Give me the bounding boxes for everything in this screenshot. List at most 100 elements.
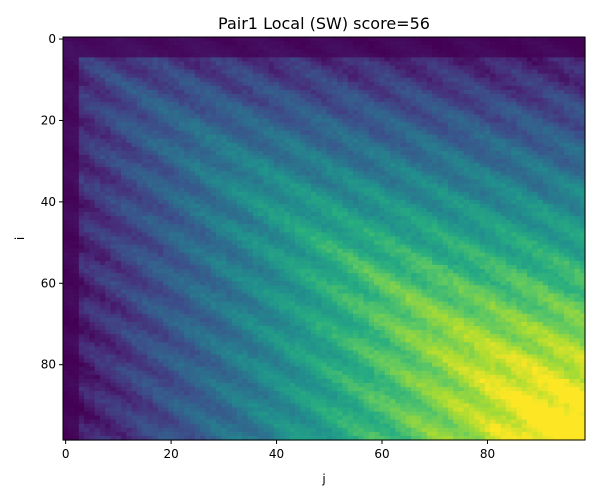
- heatmap-cell: [273, 183, 280, 189]
- heatmap-cell: [231, 85, 238, 91]
- heatmap-cell: [574, 138, 581, 144]
- heatmap-cell: [458, 220, 465, 225]
- heatmap-cell: [105, 175, 112, 181]
- heatmap-cell: [326, 203, 333, 209]
- heatmap-cell: [73, 191, 80, 197]
- heatmap-cell: [395, 106, 402, 111]
- heatmap-cell: [221, 118, 228, 124]
- heatmap-cell: [337, 77, 344, 83]
- heatmap-cell: [537, 163, 544, 168]
- heatmap-cell: [163, 163, 170, 168]
- heatmap-cell: [163, 199, 170, 205]
- heatmap-cell: [73, 122, 80, 128]
- heatmap-cell: [305, 122, 312, 128]
- heatmap-cell: [337, 110, 344, 115]
- heatmap-cell: [542, 106, 549, 111]
- heatmap-cell: [258, 98, 264, 103]
- heatmap-cell: [511, 216, 518, 221]
- heatmap-cell: [500, 37, 507, 42]
- heatmap-cell: [279, 167, 286, 172]
- heatmap-cell: [516, 65, 523, 71]
- heatmap-cell: [279, 45, 286, 50]
- heatmap-cell: [511, 126, 518, 132]
- heatmap-cell: [416, 199, 423, 205]
- heatmap-cell: [221, 49, 228, 54]
- heatmap-cell: [273, 191, 280, 197]
- heatmap-cell: [537, 155, 544, 160]
- heatmap-cell: [363, 102, 370, 107]
- heatmap-cell: [284, 69, 291, 75]
- heatmap-cell: [231, 69, 238, 75]
- heatmap-cell: [84, 53, 90, 58]
- heatmap-cell: [527, 45, 533, 50]
- heatmap-cell: [289, 122, 296, 128]
- heatmap-cell: [121, 183, 127, 189]
- heatmap-cell: [500, 114, 507, 120]
- heatmap-cell: [142, 199, 148, 205]
- heatmap-cell: [527, 199, 533, 205]
- heatmap-cell: [421, 163, 428, 168]
- heatmap-cell: [152, 53, 159, 58]
- heatmap-cell: [237, 118, 243, 124]
- heatmap-cell: [316, 203, 322, 209]
- heatmap-cell: [263, 130, 270, 136]
- heatmap-cell: [305, 77, 312, 83]
- heatmap-cell: [342, 224, 349, 229]
- heatmap-cell: [147, 106, 154, 111]
- heatmap-cell: [463, 57, 470, 63]
- heatmap-cell: [68, 163, 75, 168]
- heatmap-cell: [326, 89, 333, 95]
- heatmap-cell: [284, 53, 291, 58]
- heatmap-cell: [200, 163, 206, 168]
- heatmap-cell: [490, 89, 496, 95]
- heatmap-cell: [142, 53, 148, 58]
- heatmap-cell: [295, 85, 301, 91]
- heatmap-cell: [558, 53, 565, 58]
- heatmap-cell: [263, 126, 270, 132]
- heatmap-cell: [73, 240, 80, 246]
- heatmap-cell: [99, 118, 106, 124]
- heatmap-cell: [279, 37, 286, 42]
- heatmap-cell: [89, 122, 96, 128]
- heatmap-cell: [574, 203, 581, 209]
- heatmap-cell: [479, 102, 486, 107]
- heatmap-cell: [189, 118, 196, 124]
- heatmap-cell: [521, 114, 528, 120]
- heatmap-cell: [321, 203, 328, 209]
- heatmap-cell: [189, 102, 196, 107]
- heatmap-cell: [368, 195, 375, 201]
- heatmap-cell: [326, 98, 333, 103]
- heatmap-cell: [200, 191, 206, 197]
- heatmap-cell: [337, 65, 344, 71]
- heatmap-cell: [326, 73, 333, 79]
- heatmap-cell: [321, 81, 328, 87]
- heatmap-cell: [147, 89, 154, 95]
- heatmap-cell: [316, 49, 322, 54]
- heatmap-cell: [126, 146, 133, 152]
- heatmap-cell: [157, 118, 164, 124]
- heatmap-cell: [173, 45, 180, 50]
- heatmap-cell: [353, 216, 359, 221]
- heatmap-cell: [521, 126, 528, 132]
- heatmap-cell: [389, 81, 396, 87]
- heatmap-cell: [432, 89, 438, 95]
- heatmap-cell: [226, 212, 233, 217]
- heatmap-cell: [537, 187, 544, 193]
- heatmap-cell: [421, 122, 428, 128]
- heatmap-cell: [63, 98, 69, 103]
- heatmap-cell: [537, 81, 544, 87]
- heatmap-cell: [469, 114, 475, 120]
- heatmap-cell: [405, 122, 412, 128]
- heatmap-cell: [505, 207, 512, 213]
- heatmap-cell: [221, 138, 228, 144]
- heatmap-cell: [495, 130, 502, 136]
- heatmap-cell: [542, 53, 549, 58]
- heatmap-cell: [521, 191, 528, 197]
- heatmap-cell: [94, 232, 101, 238]
- heatmap-cell: [458, 167, 465, 172]
- heatmap-cell: [337, 69, 344, 75]
- heatmap-cell: [558, 228, 565, 233]
- heatmap-cell: [432, 183, 438, 189]
- heatmap-cell: [432, 106, 438, 111]
- heatmap-cell: [447, 49, 454, 54]
